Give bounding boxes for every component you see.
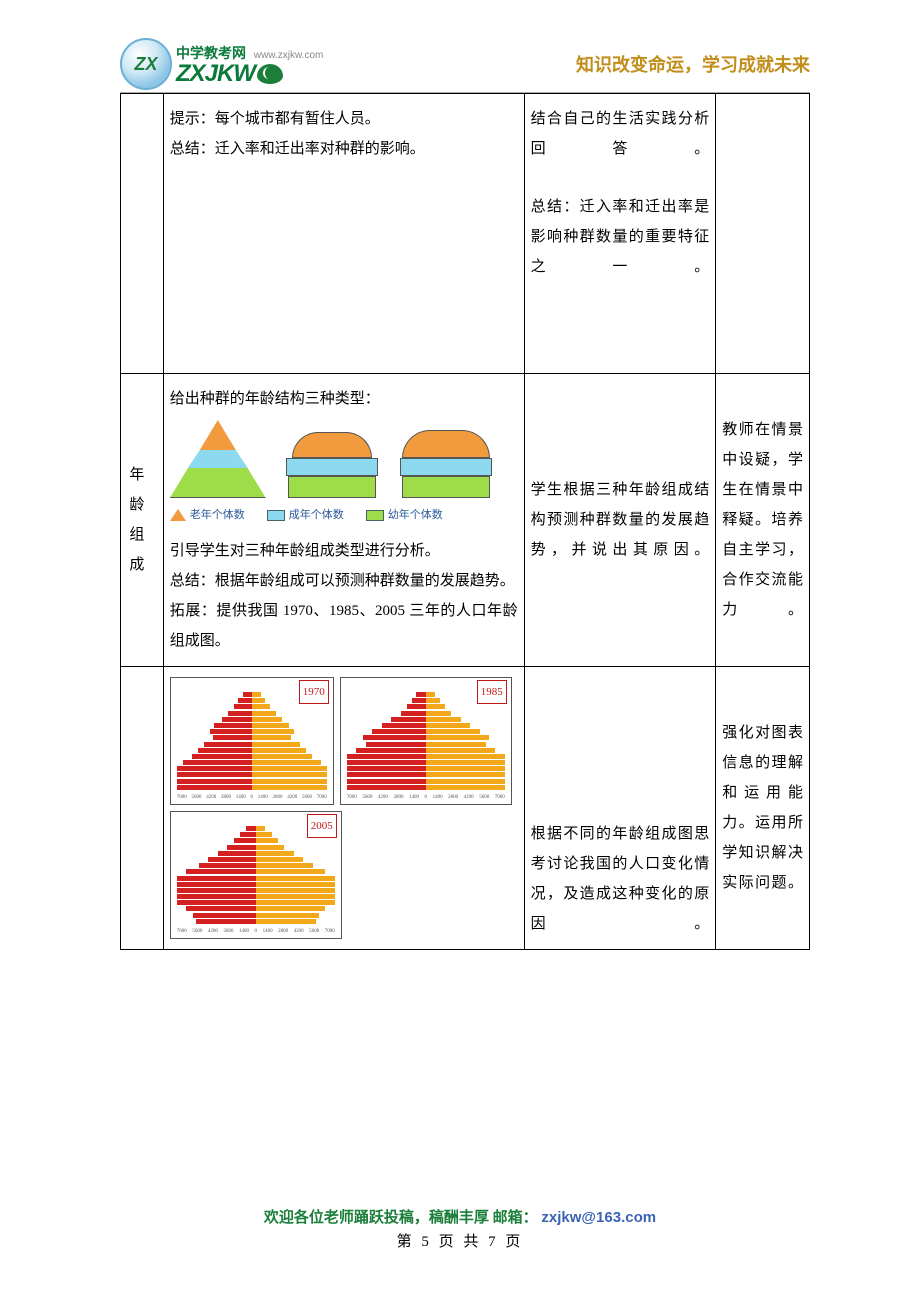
page-total: 7 [488,1234,499,1250]
population-pyramids: 1970 70005600420028001400014002800420056… [170,677,518,939]
row1-topic [121,94,164,374]
page-footer: 欢迎各位老师踊跃投稿，稿酬丰厚 邮箱： zxjkw@163.com 第 5 页 … [0,1206,920,1254]
row1-c3-p2: 总结：迁入率和迁出率是影响种群数量的重要特征之一。 [531,192,710,282]
row3-topic [121,667,164,950]
row3-teacher: 1970 70005600420028001400014002800420056… [163,667,524,950]
row2-c2-p2: 总结：根据年龄组成可以预测种群数量的发展趋势。 [170,566,518,596]
site-logo: 中学教考网 www.zxjkw.com ZXJKW [120,38,323,90]
page-header: 中学教考网 www.zxjkw.com ZXJKW 知识改变命运，学习成就未来 [120,38,810,93]
legend-elderly: 老年个体数 [190,509,245,521]
row1-c3-p1: 结合自己的生活实践分析回答。 [531,104,710,164]
row1-c2-p2: 总结：迁入率和迁出率对种群的影响。 [170,134,518,164]
declining-type-shape [398,432,494,498]
age-structure-legend: 老年个体数 成年个体数 幼年个体数 [170,504,518,526]
row2-intro: 给出种群的年龄结构三种类型： [170,384,518,414]
row2-student: 学生根据三种年龄组成结构预测种群数量的发展趋势，并说出其原因。 [524,374,716,667]
lesson-plan-table: 提示：每个城市都有暂住人员。 总结：迁入率和迁出率对种群的影响。 结合自己的生活… [120,93,810,950]
pyramid-1970: 1970 70005600420028001400014002800420056… [170,677,334,805]
row2-topic: 年龄组成 [121,374,164,667]
row3-c3: 根据不同的年龄组成图思考讨论我国的人口变化情况，及造成这种变化的原因。 [531,819,710,939]
row2-c3: 学生根据三种年龄组成结构预测种群数量的发展趋势，并说出其原因。 [531,475,710,565]
row1-intent [716,94,810,374]
site-url: www.zxjkw.com [254,50,323,61]
growing-type-shape [170,420,266,498]
header-slogan: 知识改变命运，学习成就未来 [576,51,810,77]
row3-c4: 强化对图表信息的理解和运用能力。运用所学知识解决实际问题。 [722,718,803,898]
row2-c4: 教师在情景中设疑，学生在情景中释疑。培养自主学习，合作交流能力。 [722,415,803,625]
adult-swatch-icon [267,510,285,521]
stable-type-shape [284,432,380,498]
legend-adult: 成年个体数 [289,509,344,521]
elderly-swatch-icon [170,509,186,521]
age-structure-diagram [170,420,518,498]
footer-welcome: 欢迎各位老师踊跃投稿，稿酬丰厚 邮箱： [264,1210,538,1226]
logo-badge-icon [120,38,172,90]
table-row: 1970 70005600420028001400014002800420056… [121,667,810,950]
page-current: 5 [421,1234,432,1250]
row3-student: 根据不同的年龄组成图思考讨论我国的人口变化情况，及造成这种变化的原因。 [524,667,716,950]
pyramid-2005: 2005 70005600420028001400014002800420056… [170,811,342,939]
row2-intent: 教师在情景中设疑，学生在情景中释疑。培养自主学习，合作交流能力。 [716,374,810,667]
row1-teacher: 提示：每个城市都有暂住人员。 总结：迁入率和迁出率对种群的影响。 [163,94,524,374]
logo-text: ZXJKW [176,63,323,85]
row1-c2-p1: 提示：每个城市都有暂住人员。 [170,104,518,134]
legend-young: 幼年个体数 [388,509,443,521]
leaf-icon [257,64,283,84]
table-row: 提示：每个城市都有暂住人员。 总结：迁入率和迁出率对种群的影响。 结合自己的生活… [121,94,810,374]
footer-email: zxjkw@163.com [541,1209,656,1226]
row2-c2-p1: 引导学生对三种年龄组成类型进行分析。 [170,536,518,566]
table-row: 年龄组成 给出种群的年龄结构三种类型： [121,374,810,667]
row1-student: 结合自己的生活实践分析回答。 总结：迁入率和迁出率是影响种群数量的重要特征之一。 [524,94,716,374]
row2-teacher: 给出种群的年龄结构三种类型： [163,374,524,667]
row2-c2-p3: 拓展：提供我国 1970、1985、2005 三年的人口年龄组成图。 [170,596,518,656]
young-swatch-icon [366,510,384,521]
row3-intent: 强化对图表信息的理解和运用能力。运用所学知识解决实际问题。 [716,667,810,950]
site-name: 中学教考网 [176,45,246,61]
pyramid-1985: 1985 70005600420028001400014002800420056… [340,677,512,805]
